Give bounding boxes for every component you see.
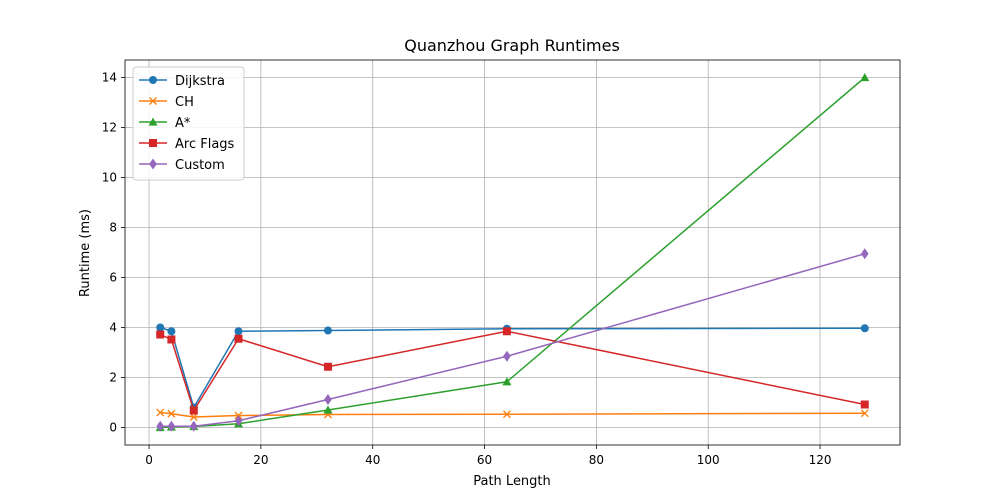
x-tick-label: 60 bbox=[477, 453, 492, 467]
legend-label: Arc Flags bbox=[175, 137, 235, 152]
legend-label: CH bbox=[175, 95, 194, 110]
data-point bbox=[234, 334, 243, 343]
series-line bbox=[160, 76, 866, 429]
series-custom bbox=[156, 248, 869, 432]
data-point bbox=[156, 323, 165, 332]
legend-marker bbox=[149, 158, 157, 170]
series-group bbox=[155, 73, 870, 432]
data-point bbox=[860, 248, 869, 260]
x-axis-label: Path Length bbox=[473, 474, 551, 489]
data-point bbox=[189, 413, 198, 421]
data-point bbox=[167, 335, 176, 344]
plot-frame bbox=[124, 59, 901, 446]
y-tick-label: 10 bbox=[102, 171, 117, 185]
series-line bbox=[160, 253, 865, 427]
y-tick-label: 4 bbox=[109, 321, 117, 335]
data-point bbox=[502, 327, 511, 336]
data-point bbox=[323, 405, 333, 414]
x-tick-label: 0 bbox=[145, 453, 153, 467]
data-point bbox=[860, 400, 869, 409]
data-point bbox=[167, 420, 176, 432]
y-tick-label: 14 bbox=[102, 71, 117, 85]
data-point bbox=[167, 409, 176, 418]
y-tick-label: 6 bbox=[109, 271, 117, 285]
legend-marker bbox=[149, 139, 157, 147]
legend: Dijkstra CH A* Arc Flags Custom bbox=[132, 66, 245, 181]
data-point bbox=[189, 420, 198, 432]
data-point bbox=[156, 408, 165, 417]
y-axis-label: Runtime (ms) bbox=[78, 209, 93, 297]
y-tick-label: 8 bbox=[109, 221, 117, 235]
x-tick-label: 40 bbox=[365, 453, 380, 467]
data-point bbox=[324, 394, 332, 405]
data-point bbox=[860, 409, 869, 418]
data-point bbox=[167, 327, 176, 336]
axes: 0 20 40 60 80 100 120 0 2 4 6 8 10 12 14 bbox=[102, 59, 901, 467]
data-point bbox=[156, 330, 165, 339]
data-point bbox=[156, 420, 165, 432]
legend-label: A* bbox=[175, 116, 191, 131]
x-tick-label: 120 bbox=[809, 453, 832, 467]
legend-label: Dijkstra bbox=[175, 74, 225, 89]
legend-marker bbox=[149, 76, 157, 84]
series-dijkstra bbox=[156, 323, 869, 412]
series-line bbox=[159, 330, 865, 412]
series-line bbox=[159, 326, 865, 409]
legend-entry: Custom bbox=[139, 158, 225, 173]
data-point bbox=[323, 326, 332, 335]
y-tick-label: 2 bbox=[109, 371, 117, 385]
data-point bbox=[860, 73, 870, 82]
data-point bbox=[234, 327, 243, 336]
data-point bbox=[502, 410, 511, 419]
x-tick-label: 20 bbox=[253, 453, 268, 467]
data-point bbox=[234, 415, 243, 427]
legend-marker bbox=[149, 97, 157, 105]
grid bbox=[125, 60, 900, 445]
y-tick-label: 12 bbox=[102, 121, 117, 135]
legend-label: Custom bbox=[175, 158, 225, 173]
data-point bbox=[860, 324, 869, 333]
chart-title: Quanzhou Graph Runtimes bbox=[404, 36, 620, 55]
series-arc-flags bbox=[156, 327, 869, 415]
legend-entry: Dijkstra bbox=[139, 74, 225, 89]
x-tick-label: 100 bbox=[697, 453, 720, 467]
x-tick-label: 80 bbox=[589, 453, 604, 467]
data-point bbox=[502, 377, 512, 386]
data-point bbox=[189, 406, 198, 415]
data-point bbox=[323, 362, 332, 371]
legend-entry: A* bbox=[139, 116, 191, 131]
legend-marker bbox=[148, 117, 158, 126]
legend-entry: Arc Flags bbox=[139, 137, 235, 152]
data-point bbox=[503, 350, 511, 362]
legend-box bbox=[132, 66, 245, 181]
y-tick-label: 0 bbox=[109, 421, 117, 435]
legend-entry: CH bbox=[139, 95, 194, 110]
